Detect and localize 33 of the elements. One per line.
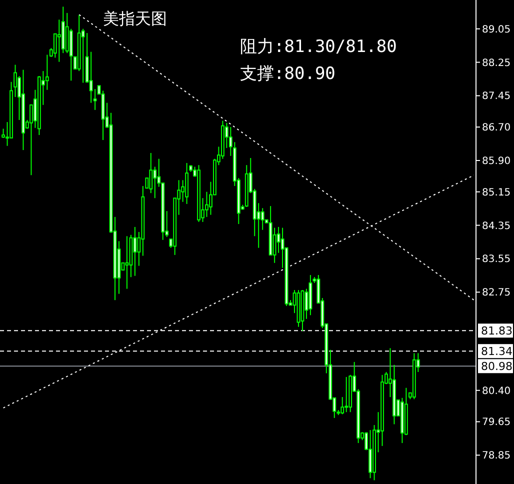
candlestick [125, 236, 129, 290]
y-tick-label: 79.65 [482, 417, 511, 428]
candlestick [149, 152, 153, 194]
y-tick-label: 86.70 [482, 122, 511, 134]
candlestick [185, 162, 188, 204]
y-tick-label: 85.90 [482, 156, 511, 167]
candlestick [368, 430, 372, 479]
ref-line-label: 81.34 [481, 344, 512, 358]
y-tick-label: 80.40 [482, 386, 511, 397]
y-tick-label: 78.85 [482, 450, 511, 462]
candlestick [276, 226, 280, 254]
ref-line-label: 80.98 [481, 360, 512, 373]
candlestick [57, 19, 61, 62]
ref-line-label: 81.83 [481, 324, 512, 338]
candlestick [344, 376, 348, 413]
candlestick [260, 208, 264, 230]
candlestick [81, 28, 85, 84]
y-tick-label: 87.45 [482, 91, 511, 102]
y-tick-label: 88.25 [482, 58, 511, 69]
y-tick-label: 89.05 [482, 24, 511, 36]
annotation: 阻力:81.30/81.80 [240, 37, 397, 57]
text: 美指天图 [103, 9, 167, 28]
candlestick [45, 54, 49, 90]
y-tick-label: 84.35 [482, 220, 511, 232]
candlestick [14, 64, 17, 98]
candlestick [133, 226, 137, 276]
y-tick-label: 82.75 [482, 288, 511, 299]
candlestick [2, 128, 5, 138]
y-tick-label: 83.55 [482, 254, 511, 266]
candlestick [340, 396, 344, 415]
annotation: 支撑:80.90 [240, 64, 336, 84]
candlestick [153, 166, 157, 199]
y-tick-label: 85.15 [482, 187, 511, 198]
